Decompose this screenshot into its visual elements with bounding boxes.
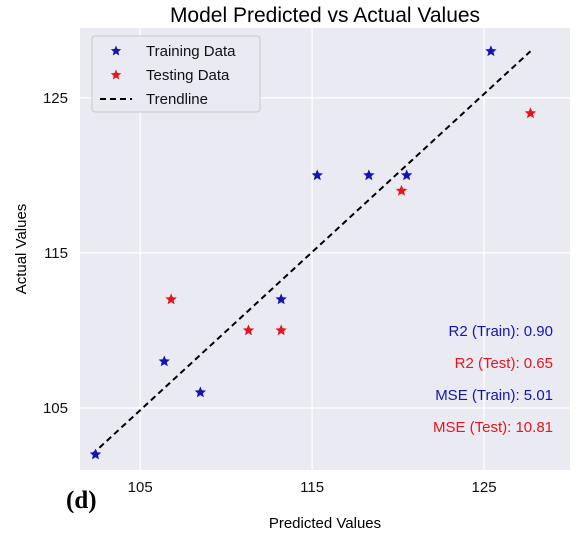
training-data-point	[363, 169, 375, 181]
y-tick-label: 125	[43, 90, 68, 107]
metric-annotation: MSE (Test): 10.81	[433, 419, 553, 436]
training-data-point	[311, 169, 323, 181]
chart-title: Model Predicted vs Actual Values	[170, 4, 480, 27]
training-data-point	[89, 448, 102, 460]
data-points	[89, 45, 537, 460]
x-axis-ticks: 105 115 125	[128, 479, 497, 496]
y-tick-label: 115	[44, 245, 68, 262]
metrics-annotations: R2 (Train): 0.90 R2 (Test): 0.65 MSE (Trai…	[433, 323, 553, 436]
legend-item-trendline: Trendline	[146, 91, 208, 108]
testing-data-point	[275, 324, 287, 336]
training-data-point	[400, 169, 413, 181]
x-tick-label: 125	[472, 479, 497, 496]
legend-box	[91, 35, 261, 113]
metric-annotation: MSE (Train): 5.01	[435, 387, 553, 404]
x-tick-label: 115	[300, 479, 324, 496]
legend-star-icon	[110, 69, 122, 80]
training-data-point	[158, 355, 170, 367]
metric-annotation: R2 (Train): 0.90	[449, 323, 553, 340]
testing-data-point	[165, 293, 177, 305]
x-axis-label: Predicted Values	[269, 515, 381, 532]
x-tick-label: 105	[128, 479, 153, 496]
testing-data-point	[242, 324, 255, 336]
legend-star-icon	[110, 45, 122, 56]
panel-label-background	[60, 470, 126, 518]
training-data-point	[194, 386, 207, 398]
testing-data-point	[524, 107, 537, 119]
metric-annotation: R2 (Test): 0.65	[455, 355, 553, 372]
panel-label: (d)	[66, 487, 97, 514]
y-axis-ticks: 105 115 125	[43, 90, 68, 417]
legend-item-testing: Testing Data	[146, 67, 230, 84]
y-tick-label: 105	[43, 400, 68, 417]
testing-data-point	[395, 184, 408, 196]
y-axis-label: Actual Values	[13, 204, 30, 295]
legend-item-training: Training Data	[146, 43, 236, 60]
training-data-point	[275, 293, 287, 305]
training-data-point	[485, 45, 497, 57]
legend: Training Data Testing Data Trendline	[91, 35, 261, 113]
